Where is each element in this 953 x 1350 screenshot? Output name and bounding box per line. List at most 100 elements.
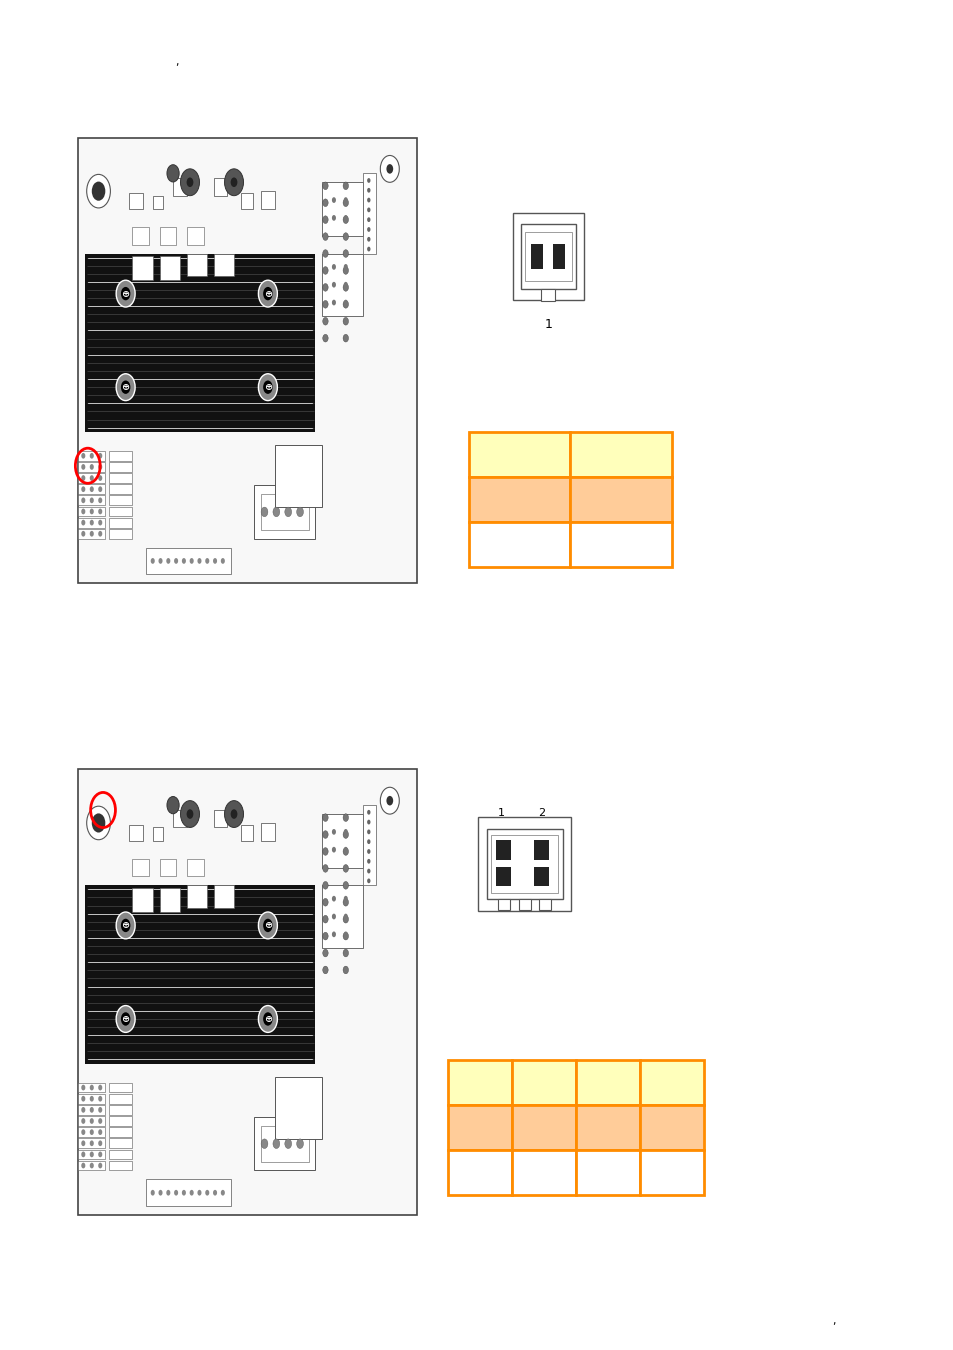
Circle shape bbox=[367, 879, 370, 883]
Bar bbox=[109, 462, 132, 472]
Bar bbox=[132, 255, 152, 281]
Circle shape bbox=[386, 165, 393, 174]
Circle shape bbox=[285, 508, 292, 517]
Bar bbox=[213, 810, 227, 828]
Circle shape bbox=[263, 288, 273, 300]
Circle shape bbox=[263, 919, 273, 931]
Circle shape bbox=[322, 216, 328, 224]
Circle shape bbox=[343, 300, 348, 305]
Bar bbox=[109, 1104, 132, 1115]
Circle shape bbox=[343, 830, 348, 838]
Bar bbox=[78, 485, 105, 494]
Circle shape bbox=[343, 216, 348, 224]
Bar bbox=[109, 1094, 132, 1104]
Text: 2: 2 bbox=[537, 809, 544, 818]
Circle shape bbox=[367, 188, 370, 193]
Circle shape bbox=[343, 931, 348, 937]
Circle shape bbox=[285, 1139, 292, 1149]
Bar bbox=[85, 254, 314, 432]
Circle shape bbox=[91, 813, 105, 833]
Circle shape bbox=[90, 452, 93, 459]
Text: ,: , bbox=[831, 1316, 835, 1326]
Bar bbox=[146, 1180, 231, 1206]
Bar bbox=[274, 1077, 322, 1139]
Bar bbox=[109, 472, 132, 483]
Bar bbox=[513, 213, 583, 300]
Circle shape bbox=[98, 452, 102, 459]
Circle shape bbox=[332, 896, 335, 902]
Circle shape bbox=[98, 475, 102, 481]
Circle shape bbox=[322, 250, 328, 258]
Circle shape bbox=[116, 281, 135, 306]
Circle shape bbox=[258, 374, 277, 401]
Bar bbox=[322, 814, 362, 868]
Bar bbox=[132, 887, 152, 913]
Circle shape bbox=[367, 227, 370, 232]
Bar bbox=[159, 887, 180, 913]
Bar bbox=[534, 867, 549, 887]
Circle shape bbox=[322, 232, 328, 240]
Circle shape bbox=[158, 1189, 162, 1196]
Bar bbox=[146, 548, 231, 574]
Circle shape bbox=[258, 913, 277, 938]
Circle shape bbox=[167, 165, 179, 182]
Circle shape bbox=[81, 509, 85, 514]
Bar bbox=[132, 859, 150, 876]
Circle shape bbox=[98, 1107, 102, 1112]
Bar bbox=[109, 1127, 132, 1137]
Bar bbox=[109, 529, 132, 539]
Circle shape bbox=[166, 1189, 171, 1196]
Circle shape bbox=[90, 520, 93, 525]
Circle shape bbox=[90, 1118, 93, 1123]
Circle shape bbox=[151, 558, 154, 564]
Bar bbox=[570, 432, 671, 477]
Bar bbox=[576, 1060, 639, 1104]
Text: ⊕: ⊕ bbox=[121, 1014, 130, 1025]
Circle shape bbox=[367, 810, 370, 814]
Circle shape bbox=[322, 284, 328, 292]
Circle shape bbox=[322, 198, 328, 207]
Circle shape bbox=[81, 452, 85, 459]
Bar bbox=[132, 227, 150, 244]
Circle shape bbox=[322, 899, 328, 906]
Circle shape bbox=[258, 281, 277, 306]
Circle shape bbox=[187, 177, 193, 188]
Text: 1: 1 bbox=[544, 319, 552, 331]
Bar bbox=[261, 192, 274, 209]
Circle shape bbox=[343, 899, 348, 906]
Bar bbox=[261, 494, 308, 529]
Circle shape bbox=[343, 215, 348, 221]
Circle shape bbox=[263, 1012, 273, 1026]
Circle shape bbox=[121, 288, 131, 300]
Circle shape bbox=[322, 882, 328, 890]
Circle shape bbox=[261, 508, 268, 517]
Circle shape bbox=[380, 155, 399, 182]
Circle shape bbox=[90, 486, 93, 493]
Circle shape bbox=[332, 829, 335, 834]
Bar bbox=[78, 1104, 105, 1115]
Bar bbox=[448, 1150, 512, 1195]
Circle shape bbox=[91, 182, 105, 201]
Circle shape bbox=[116, 374, 135, 401]
Circle shape bbox=[322, 864, 328, 872]
Bar bbox=[109, 1116, 132, 1126]
Text: ⊕: ⊕ bbox=[121, 289, 130, 298]
Circle shape bbox=[332, 282, 335, 288]
Circle shape bbox=[173, 558, 178, 564]
Bar bbox=[152, 828, 163, 841]
Circle shape bbox=[343, 265, 348, 270]
Circle shape bbox=[158, 558, 162, 564]
Circle shape bbox=[224, 801, 243, 828]
Bar bbox=[172, 178, 187, 196]
Text: ⊕: ⊕ bbox=[264, 289, 272, 298]
Circle shape bbox=[343, 814, 348, 821]
Circle shape bbox=[332, 265, 335, 270]
Bar bbox=[469, 432, 570, 477]
Circle shape bbox=[98, 531, 102, 537]
Circle shape bbox=[296, 508, 303, 517]
Bar bbox=[576, 1104, 639, 1150]
Circle shape bbox=[367, 217, 370, 221]
Bar bbox=[496, 867, 511, 887]
Circle shape bbox=[81, 475, 85, 481]
Circle shape bbox=[98, 1096, 102, 1102]
